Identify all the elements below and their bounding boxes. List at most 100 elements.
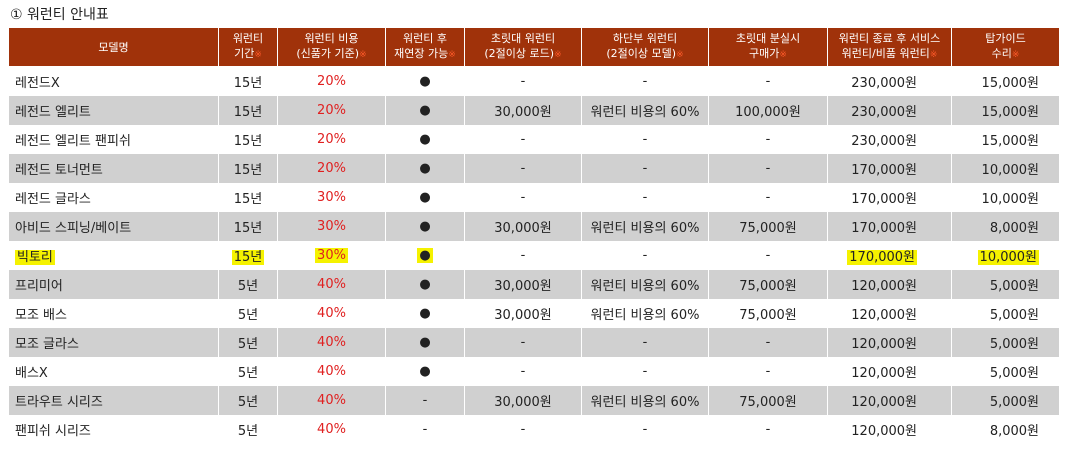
cell-post-warranty-service: 120,000원	[827, 415, 952, 444]
cell-post-warranty-service: 120,000원	[827, 386, 952, 415]
cell-warranty-period: 15년	[218, 241, 278, 270]
cell-top-guide-repair: 5,000원	[951, 357, 1060, 386]
cell-tip-warranty: -	[464, 183, 582, 212]
cell-warranty-period: 5년	[218, 299, 278, 328]
highlight-marker: 15년	[231, 250, 265, 265]
cell-top-guide-repair: 15,000원	[951, 96, 1060, 125]
cell-tip-lost-price: 75,000원	[708, 212, 828, 241]
cell-butt-warranty: 워런티 비용의 60%	[581, 212, 709, 241]
header-sublabel: (2절이상 로드)	[484, 47, 555, 60]
cell-warranty-period: 5년	[218, 357, 278, 386]
cell-re-extension: ●	[385, 96, 465, 125]
header-label: 워런티 후	[403, 32, 447, 45]
table-row: 트라우트 시리즈 5년 40% -30,000원 워런티 비용의 60% 75,000원 1…	[8, 386, 1060, 415]
cell-model-name: 레전드 엘리트 팬피쉬	[8, 125, 219, 154]
cell-re-extension: ●	[385, 299, 465, 328]
cell-tip-warranty: -	[464, 241, 582, 270]
cell-model-name: 모조 글라스	[8, 328, 219, 357]
cell-warranty-cost: 30%	[277, 183, 386, 212]
cell-model-name: 레전드 엘리트	[8, 96, 219, 125]
cell-tip-lost-price: -	[708, 183, 828, 212]
table-row: 레전드X 15년 20% ● - - -230,000원 15,000원	[8, 66, 1060, 96]
header-label: 탑가이드	[985, 32, 1026, 45]
cell-warranty-cost: 40%	[277, 270, 386, 299]
cell-tip-lost-price: -	[708, 66, 828, 96]
cell-tip-lost-price: 75,000원	[708, 270, 828, 299]
header-sublabel: (2절이상 모델)	[606, 47, 677, 60]
cell-re-extension: -	[385, 415, 465, 444]
cell-warranty-period: 5년	[218, 415, 278, 444]
cell-tip-warranty: -	[464, 415, 582, 444]
cell-tip-lost-price: 100,000원	[708, 96, 828, 125]
cell-tip-lost-price: -	[708, 125, 828, 154]
note-mark: ※	[448, 50, 456, 60]
cell-top-guide-repair: 10,000원	[951, 183, 1060, 212]
cell-warranty-period: 15년	[218, 154, 278, 183]
cell-re-extension: ●	[385, 241, 465, 270]
cell-model-name: 팬피쉬 시리즈	[8, 415, 219, 444]
highlight-marker: 10,000원	[977, 250, 1039, 265]
cell-tip-lost-price: 75,000원	[708, 299, 828, 328]
cell-re-extension: ●	[385, 125, 465, 154]
cell-model-name: 빅토리	[8, 241, 219, 270]
cell-post-warranty-service: 120,000원	[827, 299, 952, 328]
highlight-marker: 빅토리	[15, 250, 55, 265]
table-row: 아비드 스피닝/베이트 15년 30% ● 30,000원 워런티 비용의 60% 75,0…	[8, 212, 1060, 241]
header-label: 모델명	[98, 40, 129, 54]
header-label: 워런티	[232, 32, 264, 45]
cell-butt-warranty: -	[581, 125, 709, 154]
cell-post-warranty-service: 230,000원	[827, 125, 952, 154]
cell-model-name: 모조 배스	[8, 299, 219, 328]
note-mark: ※	[779, 50, 787, 60]
cell-model-name: 프리미어	[8, 270, 219, 299]
cell-butt-warranty: -	[581, 415, 709, 444]
cell-butt-warranty: -	[581, 328, 709, 357]
cell-top-guide-repair: 8,000원	[951, 212, 1060, 241]
cell-butt-warranty: -	[581, 154, 709, 183]
cell-post-warranty-service: 120,000원	[827, 328, 952, 357]
cell-post-warranty-service: 230,000원	[827, 96, 952, 125]
cell-warranty-period: 5년	[218, 386, 278, 415]
table-row: 프리미어 5년 40% ● 30,000원 워런티 비용의 60% 75,000원 120,0…	[8, 270, 1060, 299]
header-label: 초릿대 워런티	[490, 32, 556, 45]
header-model-name: 모델명	[8, 27, 219, 67]
cell-top-guide-repair: 5,000원	[951, 386, 1060, 415]
cell-tip-lost-price: -	[708, 415, 828, 444]
cell-tip-warranty: -	[464, 154, 582, 183]
cell-top-guide-repair: 5,000원	[951, 328, 1060, 357]
cell-tip-lost-price: 75,000원	[708, 386, 828, 415]
page-title: ① 워런티 안내표	[10, 7, 109, 23]
table-row: 팬피쉬 시리즈 5년 40% - - - -120,000원 8,000원	[8, 415, 1060, 444]
cell-warranty-period: 5년	[218, 270, 278, 299]
cell-butt-warranty: 워런티 비용의 60%	[581, 270, 709, 299]
header-label: 워런티 종료 후 서비스	[838, 32, 941, 45]
header-sublabel: 기간	[234, 47, 255, 60]
cell-re-extension: ●	[385, 212, 465, 241]
cell-warranty-cost: 40%	[277, 299, 386, 328]
cell-post-warranty-service: 170,000원	[827, 241, 952, 270]
header-top-guide-repair: 탑가이드 수리※	[951, 27, 1060, 67]
cell-butt-warranty: -	[581, 183, 709, 212]
cell-tip-lost-price: -	[708, 357, 828, 386]
note-mark: ※	[929, 50, 938, 60]
cell-model-name: 트라우트 시리즈	[8, 386, 219, 415]
highlight-marker: ●	[417, 248, 433, 263]
header-label: 하단부 워런티	[612, 32, 678, 45]
cell-tip-lost-price: -	[708, 328, 828, 357]
cell-warranty-period: 15년	[218, 125, 278, 154]
cell-butt-warranty: 워런티 비용의 60%	[581, 386, 709, 415]
header-sublabel: 수리	[991, 47, 1012, 60]
table-row: 레전드 글라스 15년 30% ● - - -170,000원 10,000원	[8, 183, 1060, 212]
cell-top-guide-repair: 10,000원	[951, 241, 1060, 270]
header-row: 모델명 워런티 기간※ 워런티 비용 (신품가 기준)※ 워런티 후 재연장 가능※ 초릿대 …	[8, 27, 1060, 67]
note-mark: ※	[554, 50, 562, 60]
cell-model-name: 레전드X	[8, 66, 219, 96]
cell-tip-lost-price: -	[708, 154, 828, 183]
cell-butt-warranty: -	[581, 357, 709, 386]
cell-model-name: 레전드 토너먼트	[8, 154, 219, 183]
header-label: 초릿대 분실시	[735, 32, 801, 45]
header-sublabel: (신품가 기준)	[296, 47, 360, 60]
cell-tip-warranty: -	[464, 328, 582, 357]
highlight-marker: 170,000원	[847, 250, 917, 265]
cell-warranty-cost: 20%	[277, 66, 386, 96]
